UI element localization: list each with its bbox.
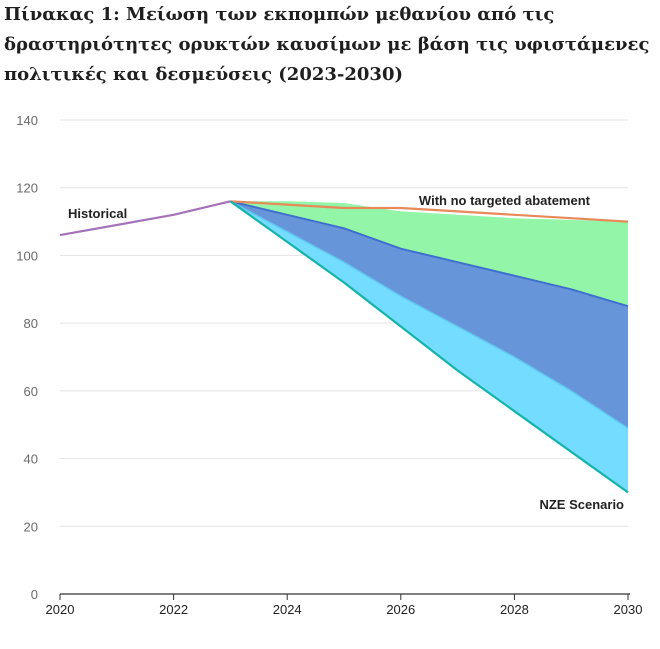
y-tick-label-140: 140 — [16, 113, 38, 128]
label-no-abatement: With no targeted abatement — [419, 193, 591, 208]
area-band-upper — [230, 201, 628, 307]
series-line-historical — [59, 200, 231, 237]
x-tick-label-2028: 2028 — [500, 602, 529, 617]
x-tick-label-2030: 2030 — [614, 602, 643, 617]
chart-title: Πίνακας 1: Μείωση των εκπομπών μεθανίου … — [4, 4, 650, 85]
x-axis: 2020 2022 2024 2026 2028 2030 — [46, 593, 643, 617]
label-nze-scenario: NZE Scenario — [539, 497, 624, 512]
y-tick-label-40: 40 — [24, 452, 38, 467]
area-bands — [230, 201, 628, 493]
x-tick-label-2020: 2020 — [46, 602, 75, 617]
series-line-no-abatement — [230, 200, 629, 223]
y-tick-label-120: 120 — [16, 181, 38, 196]
y-tick-label-80: 80 — [24, 316, 38, 331]
y-tick-label-0: 0 — [31, 587, 38, 602]
x-tick-label-2026: 2026 — [386, 602, 415, 617]
y-tick-label-100: 100 — [16, 248, 38, 263]
series-line-nze — [229, 200, 629, 494]
band-edge-line-mid — [230, 200, 629, 308]
series-lines — [59, 200, 629, 494]
y-tick-label-60: 60 — [24, 384, 38, 399]
y-axis-ticks: 0 20 40 60 80 100 120 140 — [16, 113, 38, 602]
x-tick-label-2022: 2022 — [159, 602, 188, 617]
label-historical: Historical — [68, 206, 127, 221]
area-band-middle — [230, 201, 628, 429]
x-tick-label-2024: 2024 — [273, 602, 302, 617]
area-band-lower — [230, 201, 628, 493]
band-edge-line-low — [230, 200, 629, 429]
y-tick-label-20: 20 — [24, 519, 38, 534]
annotations: Historical With no targeted abatement NZE … — [68, 193, 624, 512]
